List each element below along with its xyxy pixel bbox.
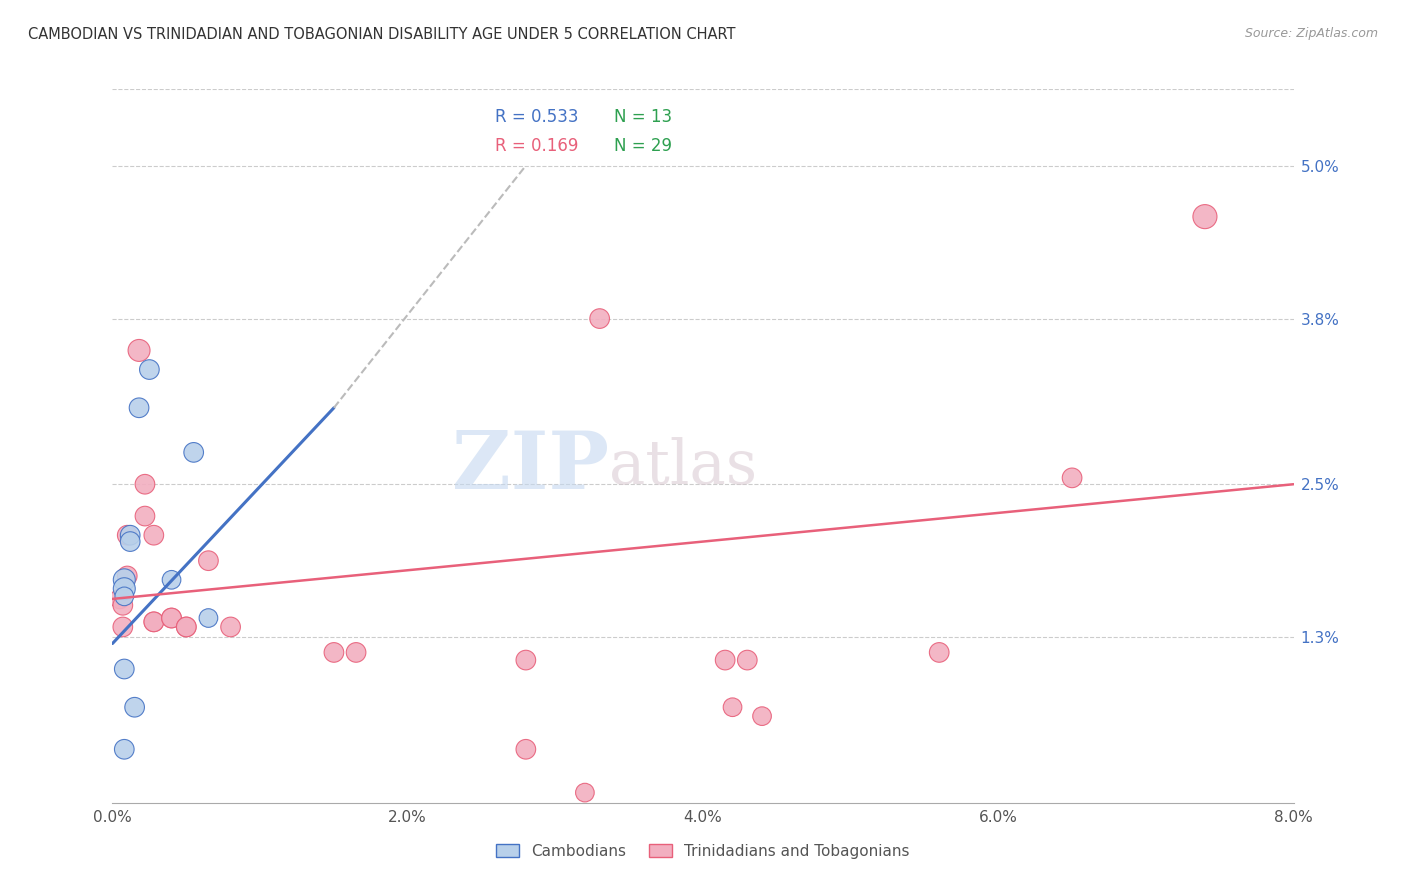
Text: R = 0.169: R = 0.169	[495, 137, 578, 155]
Text: Source: ZipAtlas.com: Source: ZipAtlas.com	[1244, 27, 1378, 40]
Point	[111, 599, 134, 613]
Point	[160, 611, 183, 625]
Point	[515, 653, 537, 667]
Point	[197, 611, 219, 625]
Text: ZIP: ZIP	[451, 428, 609, 507]
Point	[108, 591, 131, 606]
Point	[574, 786, 596, 800]
Point	[134, 477, 156, 491]
Point	[142, 615, 165, 629]
Point	[112, 742, 135, 756]
Point	[117, 528, 138, 542]
Point	[197, 554, 219, 568]
Point	[721, 700, 744, 714]
Point	[323, 645, 346, 659]
Point	[219, 620, 242, 634]
Point	[112, 590, 135, 604]
Point	[111, 620, 134, 634]
Point	[142, 528, 165, 542]
Point	[128, 343, 150, 358]
Point	[134, 509, 156, 524]
Text: atlas: atlas	[609, 437, 756, 498]
Point	[160, 611, 183, 625]
Point	[183, 445, 205, 459]
Text: N = 13: N = 13	[614, 108, 672, 126]
Point	[515, 742, 537, 756]
Point	[737, 653, 759, 667]
Point	[138, 362, 160, 376]
Text: CAMBODIAN VS TRINIDADIAN AND TOBAGONIAN DISABILITY AGE UNDER 5 CORRELATION CHART: CAMBODIAN VS TRINIDADIAN AND TOBAGONIAN …	[28, 27, 735, 42]
Point	[1194, 210, 1216, 224]
Point	[124, 700, 146, 714]
Point	[117, 569, 138, 583]
Point	[160, 573, 183, 587]
Text: N = 29: N = 29	[614, 137, 672, 155]
Text: R = 0.533: R = 0.533	[495, 108, 578, 126]
Point	[112, 582, 135, 596]
Point	[714, 653, 737, 667]
Point	[751, 709, 773, 723]
Point	[344, 645, 367, 659]
Point	[112, 573, 135, 587]
Point	[588, 311, 610, 326]
Point	[112, 662, 135, 676]
Legend: Cambodians, Trinidadians and Tobagonians: Cambodians, Trinidadians and Tobagonians	[488, 836, 918, 866]
Point	[120, 534, 142, 549]
Point	[1062, 471, 1084, 485]
Point	[174, 620, 197, 634]
Point	[120, 528, 142, 542]
Point	[174, 620, 197, 634]
Point	[128, 401, 150, 415]
Point	[928, 645, 950, 659]
Point	[142, 615, 165, 629]
